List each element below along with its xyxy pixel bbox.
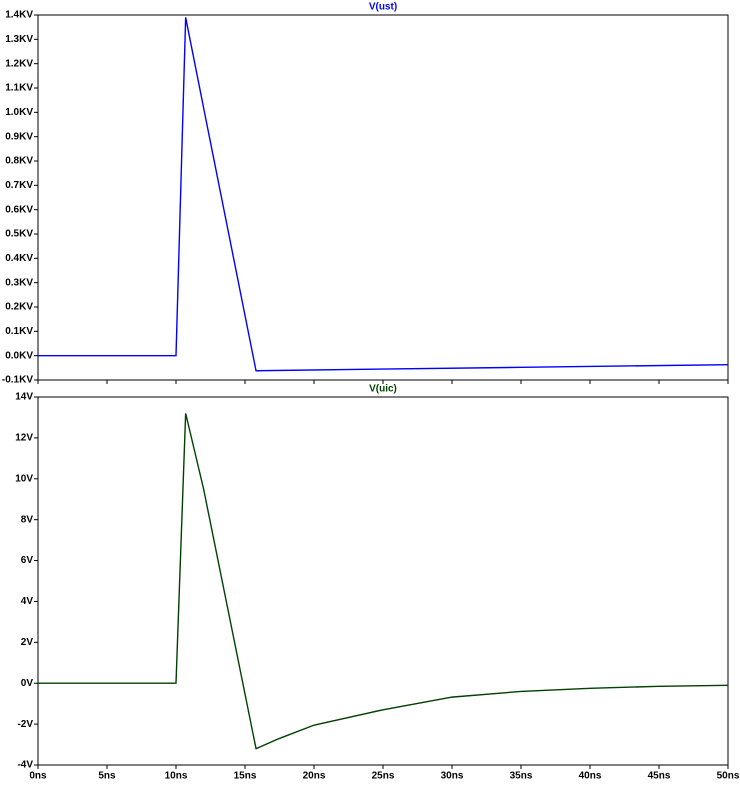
y-tick-label: 0.0KV xyxy=(5,350,33,361)
trace-title: V(ust) xyxy=(369,2,397,13)
trace-title: V(uic) xyxy=(369,384,397,395)
x-tick-label: 50ns xyxy=(717,771,740,782)
y-tick-label: -2V xyxy=(17,719,33,730)
y-tick-label: 0.8KV xyxy=(5,156,33,167)
y-tick-label: 12V xyxy=(15,433,33,444)
y-tick-label: 8V xyxy=(21,514,34,525)
y-tick-label: 10V xyxy=(15,473,33,484)
y-tick-label: -4V xyxy=(17,760,33,771)
y-tick-label: 0.3KV xyxy=(5,277,33,288)
y-tick-label: 0.1KV xyxy=(5,326,33,337)
y-tick-label: 0.4KV xyxy=(5,253,33,264)
x-tick-label: 15ns xyxy=(234,771,257,782)
y-tick-label: 1.0KV xyxy=(5,107,33,118)
y-tick-label: 0V xyxy=(21,678,34,689)
y-tick-label: 4V xyxy=(21,596,34,607)
y-tick-label: 6V xyxy=(21,555,34,566)
y-tick-label: 2V xyxy=(21,637,34,648)
x-tick-label: 45ns xyxy=(648,771,671,782)
x-tick-label: 35ns xyxy=(510,771,533,782)
trace xyxy=(38,413,729,750)
y-tick-label: 0.2KV xyxy=(5,302,33,313)
y-tick-label: 1.4KV xyxy=(5,10,33,21)
x-tick-label: 10ns xyxy=(165,771,188,782)
y-tick-label: 1.1KV xyxy=(5,83,33,94)
y-tick-label: -0.1KV xyxy=(2,375,33,386)
y-tick-label: 14V xyxy=(15,392,33,403)
x-tick-label: 40ns xyxy=(579,771,602,782)
y-tick-label: 1.2KV xyxy=(5,58,33,69)
x-tick-label: 25ns xyxy=(372,771,395,782)
y-tick-label: 0.7KV xyxy=(5,180,33,191)
y-tick-label: 0.9KV xyxy=(5,131,33,142)
x-tick-label: 5ns xyxy=(98,771,116,782)
x-tick-label: 0ns xyxy=(29,771,47,782)
y-tick-label: 1.3KV xyxy=(5,34,33,45)
y-tick-label: 0.6KV xyxy=(5,204,33,215)
x-tick-label: 20ns xyxy=(303,771,326,782)
x-tick-label: 30ns xyxy=(441,771,464,782)
y-tick-label: 0.5KV xyxy=(5,229,33,240)
plot-frame xyxy=(37,14,729,381)
trace xyxy=(38,17,729,372)
